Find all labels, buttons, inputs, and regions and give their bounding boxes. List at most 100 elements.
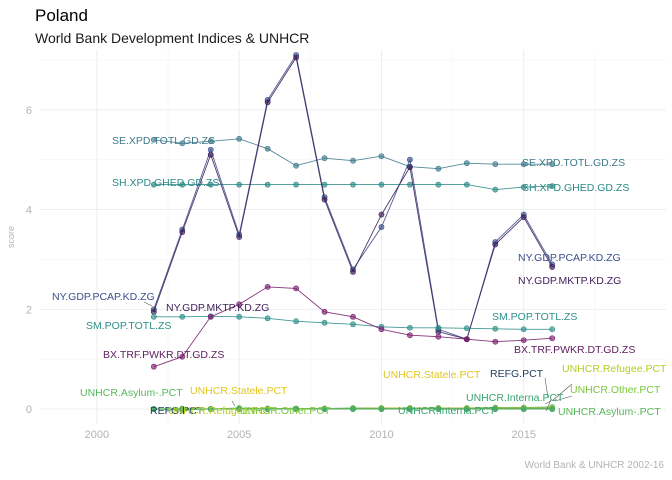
data-point	[435, 333, 442, 340]
series-label: UNHCR.Asylum-.PCT	[558, 406, 661, 418]
series-label: SM.POP.TOTL.ZS	[86, 320, 171, 332]
data-point	[549, 264, 556, 270]
label-leader	[545, 399, 552, 412]
data-point	[264, 145, 271, 152]
data-point	[463, 325, 470, 332]
data-point	[207, 313, 214, 320]
data-point	[207, 138, 214, 145]
data-point	[350, 406, 356, 412]
data-point	[549, 183, 556, 190]
data-point	[236, 234, 243, 240]
data-point	[321, 406, 328, 412]
data-point	[549, 335, 556, 342]
data-point	[321, 308, 328, 315]
label-leader	[544, 377, 549, 399]
data-point	[520, 214, 527, 220]
data-point	[407, 181, 413, 188]
data-point	[236, 406, 243, 412]
series-label: NY.GDP.PCAP.KD.ZG	[52, 291, 155, 303]
series-label: BX.TRF.PWKR.DT.GD.ZS	[514, 344, 635, 356]
data-point	[378, 224, 385, 230]
data-point	[407, 324, 413, 331]
data-point	[435, 165, 442, 172]
data-point	[321, 319, 328, 326]
series-label: REFG.PCT	[150, 405, 204, 417]
data-point	[492, 241, 499, 248]
data-point	[179, 229, 186, 235]
data-point	[293, 285, 299, 292]
data-point	[264, 181, 271, 188]
chart-subtitle: World Bank Development Indices & UNHCR	[35, 30, 310, 46]
data-point	[350, 157, 356, 164]
data-point	[435, 324, 442, 331]
data-point	[207, 151, 214, 158]
data-point	[150, 313, 157, 320]
x-tick-label: 2015	[511, 429, 535, 441]
data-point	[179, 140, 186, 147]
series-label: SE.XPD.TOTL.GD.ZS	[522, 157, 625, 169]
data-point	[492, 338, 499, 345]
data-point	[378, 153, 385, 160]
data-point	[463, 181, 470, 188]
data-point	[520, 184, 527, 191]
data-point	[549, 406, 556, 412]
data-point	[264, 406, 271, 412]
data-point	[321, 155, 328, 162]
y-tick-label: 0	[26, 404, 32, 416]
data-point	[378, 181, 385, 188]
data-point	[179, 406, 186, 412]
label-leader	[143, 301, 153, 307]
data-point	[236, 135, 243, 142]
data-point	[150, 136, 157, 143]
data-point	[293, 54, 299, 61]
y-tick-label: 6	[26, 105, 32, 117]
series-label: SH.XPD.GHED.GD.ZS	[112, 177, 219, 189]
data-point	[520, 161, 527, 168]
data-point	[150, 308, 157, 315]
data-point	[350, 269, 356, 275]
series-label: UNHCR.Asylum-.PCT	[80, 387, 183, 399]
data-point	[407, 156, 413, 163]
data-point	[407, 332, 413, 339]
series-label: REFG.PCT	[490, 368, 544, 380]
data-point	[435, 406, 442, 412]
data-point	[207, 406, 214, 412]
series-label: UNHCR.Other.PCT	[240, 405, 331, 417]
series-label: UNHCR.Interna.PCT	[398, 405, 496, 417]
chart-caption: World Bank & UNHCR 2002-16	[524, 460, 664, 471]
y-axis-label: score	[6, 226, 16, 248]
data-point	[463, 336, 470, 343]
y-tick-label: 2	[26, 304, 32, 316]
series-label: SM.POP.TOTL.ZS	[492, 311, 577, 323]
x-tick-label: 2010	[369, 429, 393, 441]
data-point	[293, 162, 299, 169]
data-point	[549, 326, 556, 333]
data-point	[264, 283, 271, 290]
data-point	[150, 363, 157, 370]
series-label: UNHCR.Interna.PCT	[466, 392, 564, 404]
series-label: NY.GDP.PCAP.KD.ZG	[518, 252, 621, 264]
series-label: NY.GDP.MKTP.KD.ZG	[166, 302, 269, 314]
label-leader	[544, 400, 552, 405]
label-leader	[554, 395, 573, 402]
data-point	[236, 313, 243, 320]
series-label: BX.TRF.PWKR.DT.GD.ZS	[103, 349, 224, 361]
data-point	[150, 181, 157, 188]
data-point	[492, 161, 499, 168]
series-label: SE.XPD.TOTL.GD.ZS	[112, 135, 215, 147]
chart-title: Poland	[35, 6, 88, 25]
series-label: UNHCR.Statele.PCT	[190, 385, 288, 397]
data-point	[236, 301, 243, 308]
series-label: UNHCR.Refugee.PCT	[168, 405, 273, 417]
data-point	[520, 326, 527, 333]
data-point	[207, 146, 214, 153]
data-point	[378, 211, 385, 218]
data-point	[435, 181, 442, 188]
data-point	[150, 406, 157, 412]
y-tick-label: 4	[26, 205, 32, 217]
x-tick-label: 2000	[85, 429, 109, 441]
data-point	[407, 164, 413, 171]
data-point	[378, 406, 385, 412]
series-label: UNHCR.Statele.PCT	[383, 369, 481, 381]
